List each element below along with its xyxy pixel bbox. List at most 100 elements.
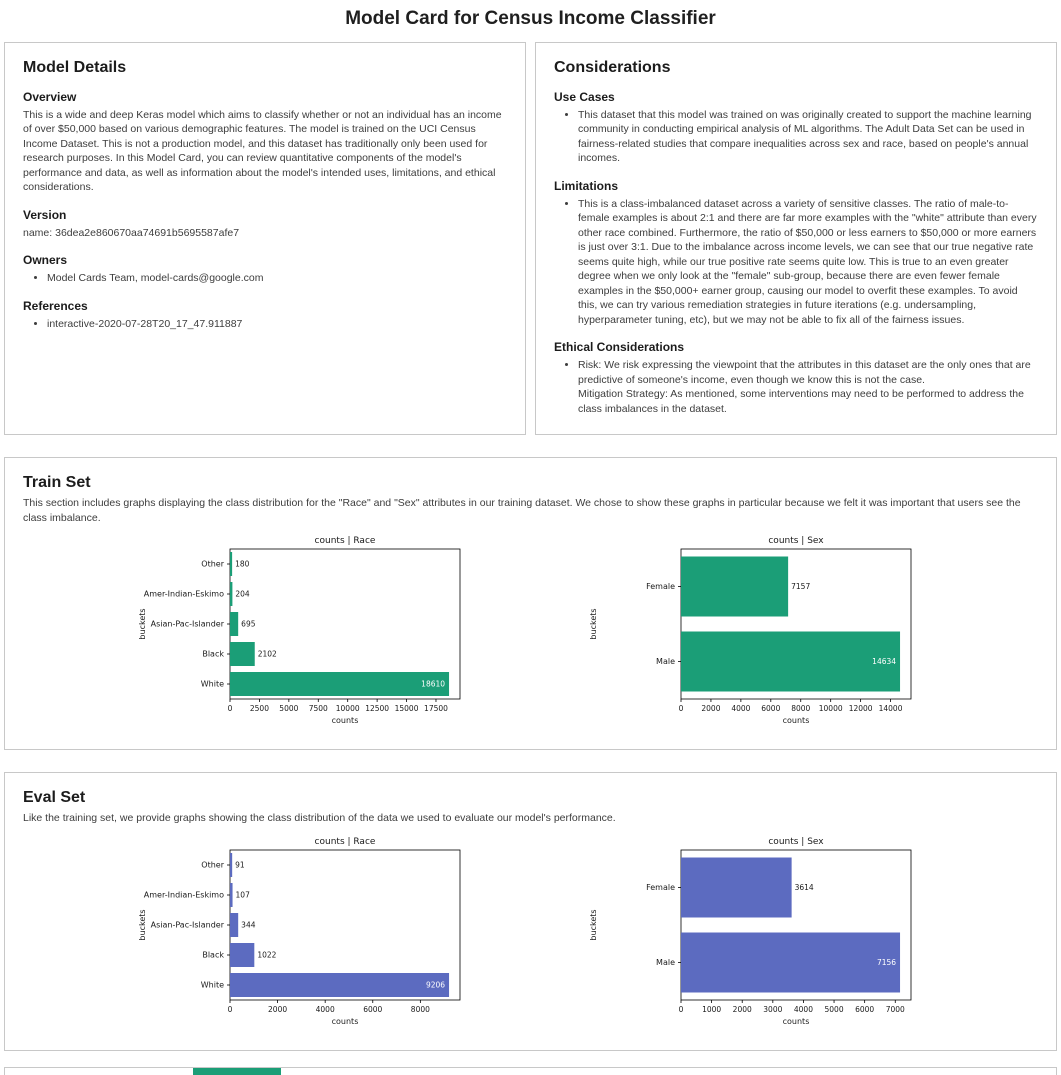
eval-charts-row: counts | Race buckets Other 91 Amer-Indian-E… (23, 834, 1038, 1034)
svg-text:buckets: buckets (138, 909, 147, 940)
svg-text:7156: 7156 (877, 958, 896, 967)
svg-text:counts | Sex: counts | Sex (769, 837, 825, 847)
svg-text:0: 0 (679, 1005, 684, 1014)
svg-text:counts | Race: counts | Race (314, 837, 375, 847)
owners-list: Model Cards Team, model-cards@google.com (23, 271, 507, 285)
svg-text:counts: counts (783, 1017, 810, 1026)
svg-text:Asian-Pac-Islander: Asian-Pac-Islander (150, 620, 224, 629)
svg-text:9206: 9206 (426, 980, 445, 989)
svg-text:Female: Female (646, 883, 675, 892)
svg-text:6000: 6000 (855, 1005, 874, 1014)
train-set-title: Train Set (23, 474, 91, 492)
svg-text:3614: 3614 (795, 883, 814, 892)
page-title: Model Card for Census Income Classifier (345, 8, 716, 29)
cutoff-chart-bar (193, 1067, 281, 1075)
train-set-card: Train Set This section includes graphs d… (4, 457, 1057, 751)
svg-text:counts | Sex: counts | Sex (769, 536, 825, 546)
svg-text:204: 204 (235, 590, 250, 599)
train-race-chart: counts | Race buckets Other 180 Amer-Indian-… (135, 533, 475, 733)
next-section-cutoff (4, 1066, 1057, 1075)
svg-text:7000: 7000 (886, 1005, 905, 1014)
svg-text:1022: 1022 (257, 950, 276, 959)
train-set-description: This section includes graphs displaying … (23, 497, 1021, 524)
svg-text:14000: 14000 (879, 704, 903, 713)
references-list: interactive-2020-07-28T20_17_47.911887 (23, 317, 507, 331)
svg-text:0: 0 (679, 704, 684, 713)
svg-text:0: 0 (227, 704, 232, 713)
owners-heading: Owners (23, 253, 68, 268)
top-cards-row: Model Details Overview This is a wide an… (4, 42, 1057, 436)
svg-text:6000: 6000 (363, 1005, 382, 1014)
version-value: name: 36dea2e860670aa74691b5695587afe7 (23, 226, 240, 239)
svg-text:7500: 7500 (308, 704, 327, 713)
svg-text:Asian-Pac-Islander: Asian-Pac-Islander (150, 920, 224, 929)
svg-text:91: 91 (235, 860, 245, 869)
svg-text:counts | Race: counts | Race (314, 536, 375, 546)
considerations-title: Considerations (554, 59, 671, 76)
use-cases-list: This dataset that this model was trained… (554, 108, 1038, 166)
svg-text:Amer-Indian-Eskimo: Amer-Indian-Eskimo (143, 590, 223, 599)
limitations-heading: Limitations (554, 178, 619, 193)
references-heading: References (23, 298, 88, 313)
ethical-considerations-heading: Ethical Considerations (554, 340, 685, 355)
svg-text:4000: 4000 (732, 704, 751, 713)
svg-text:2500: 2500 (250, 704, 269, 713)
svg-text:Other: Other (201, 560, 224, 569)
svg-text:3000: 3000 (764, 1005, 783, 1014)
svg-text:18610: 18610 (421, 680, 445, 689)
svg-text:8000: 8000 (410, 1005, 429, 1014)
considerations-card: Considerations Use Cases This dataset th… (535, 42, 1057, 436)
svg-text:344: 344 (241, 920, 256, 929)
svg-text:buckets: buckets (589, 909, 598, 940)
overview-text: This is a wide and deep Keras model whic… (23, 109, 502, 194)
svg-text:Black: Black (202, 950, 224, 959)
svg-text:Female: Female (646, 582, 675, 591)
train-charts-row: counts | Race buckets Other 180 Amer-Indian-… (23, 533, 1038, 733)
use-cases-heading: Use Cases (554, 90, 615, 104)
svg-text:buckets: buckets (589, 609, 598, 640)
svg-text:695: 695 (241, 620, 256, 629)
eval-sex-chart: counts | Sex buckets Female 3614 Male 7156 0 10… (586, 834, 926, 1034)
svg-text:1000: 1000 (702, 1005, 721, 1014)
model-details-title: Model Details (23, 59, 127, 76)
svg-text:buckets: buckets (138, 609, 147, 640)
svg-text:12500: 12500 (365, 704, 389, 713)
svg-text:2102: 2102 (257, 650, 276, 659)
svg-text:2000: 2000 (268, 1005, 287, 1014)
svg-text:Male: Male (656, 657, 675, 666)
model-details-card: Model Details Overview This is a wide an… (4, 42, 526, 436)
svg-text:0: 0 (227, 1005, 232, 1014)
eval-race-chart: counts | Race buckets Other 91 Amer-Indian-E… (135, 834, 475, 1034)
limitations-list: This is a class-imbalanced dataset acros… (554, 197, 1038, 327)
svg-text:10000: 10000 (819, 704, 843, 713)
ethical-item: Risk: We risk expressing the viewpoint t… (578, 358, 1038, 416)
svg-text:5000: 5000 (825, 1005, 844, 1014)
svg-text:2000: 2000 (702, 704, 721, 713)
svg-text:6000: 6000 (762, 704, 781, 713)
overview-heading: Overview (23, 90, 77, 104)
svg-text:14634: 14634 (872, 657, 896, 666)
svg-text:White: White (200, 980, 223, 989)
use-case-item: This dataset that this model was trained… (578, 108, 1038, 166)
svg-text:counts: counts (331, 1017, 358, 1026)
svg-text:Male: Male (656, 958, 675, 967)
svg-text:7157: 7157 (791, 582, 810, 591)
svg-text:107: 107 (235, 890, 250, 899)
svg-text:15000: 15000 (394, 704, 418, 713)
svg-text:Amer-Indian-Eskimo: Amer-Indian-Eskimo (143, 890, 223, 899)
svg-text:2000: 2000 (733, 1005, 752, 1014)
svg-text:5000: 5000 (279, 704, 298, 713)
svg-text:counts: counts (331, 716, 358, 725)
owner-item: Model Cards Team, model-cards@google.com (47, 271, 507, 285)
ethical-considerations-list: Risk: We risk expressing the viewpoint t… (554, 358, 1038, 416)
svg-text:4000: 4000 (315, 1005, 334, 1014)
reference-item: interactive-2020-07-28T20_17_47.911887 (47, 317, 507, 331)
svg-text:4000: 4000 (794, 1005, 813, 1014)
svg-text:17500: 17500 (424, 704, 448, 713)
version-heading: Version (23, 207, 67, 222)
svg-text:Other: Other (201, 860, 224, 869)
svg-text:180: 180 (235, 560, 250, 569)
eval-set-title: Eval Set (23, 789, 86, 807)
svg-text:counts: counts (783, 716, 810, 725)
svg-text:8000: 8000 (792, 704, 811, 713)
